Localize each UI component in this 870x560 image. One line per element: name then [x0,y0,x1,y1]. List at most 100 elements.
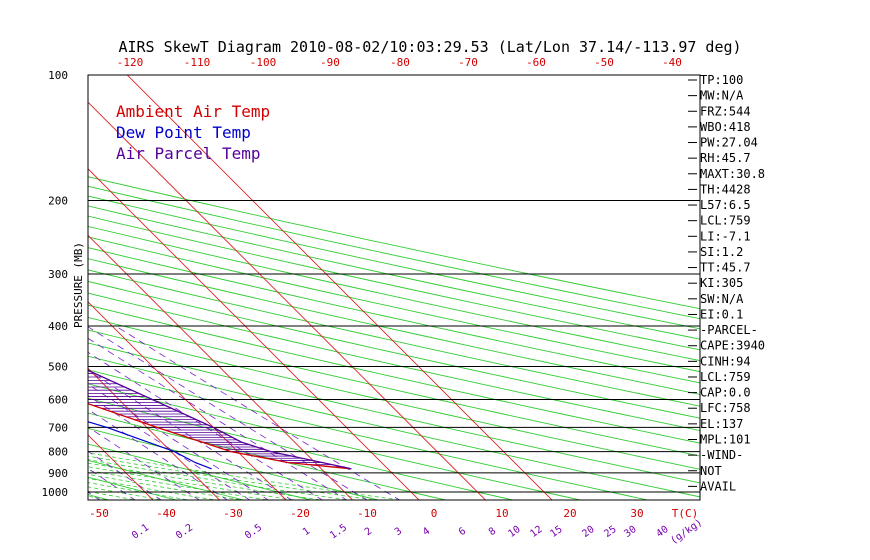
stability-index: SI:1.2 [700,245,743,259]
stability-index: EI:0.1 [700,307,743,321]
bottom-temp-tick: -10 [357,507,377,520]
isotherm [88,234,354,500]
dew-point-line [88,421,212,470]
stability-index: MW:N/A [700,89,744,103]
stability-index: -WIND- [700,448,743,462]
isotherm [88,168,420,500]
moist-adiabat [0,75,61,501]
mixing-ratio-tick: (g/kg) [669,517,705,547]
bottom-temp-tick: -50 [89,507,109,520]
moist-adiabat [0,75,8,501]
bottom-temp-tick: -40 [156,507,176,520]
dry-adiabat [88,185,700,320]
dry-adiabat [88,236,700,373]
mixing-ratio-tick: 2 [363,526,374,538]
mixing-ratio-line [88,326,368,500]
plot-border [87,74,701,501]
dry-adiabat [88,329,700,470]
bottom-temp-tick: 20 [563,507,576,520]
stability-index: CINH:94 [700,354,751,368]
stability-index: PW:27.04 [700,136,758,150]
dry-adiabat [88,316,700,457]
isotherm [88,101,487,500]
parcel-temp-line [88,369,352,470]
mixing-ratio-tick: 0.1 [130,522,151,541]
stability-index: LCL:759 [700,214,751,228]
legend-air-parcel-temp: Air Parcel Temp [116,144,261,163]
dry-adiabat [88,292,700,431]
isotherm [126,75,553,500]
mixing-ratio-tick: 6 [457,526,468,538]
dry-adiabat [88,304,700,444]
top-temp-tick: -100 [250,56,277,69]
isotherm [0,75,21,501]
dry-adiabat [88,369,650,500]
series-layer [88,369,352,470]
dry-adiabat [88,269,700,407]
pressure-tick-label: 300 [48,268,68,281]
pressure-tick-label: 1000 [42,486,69,499]
stability-index: WBO:418 [700,120,751,134]
stability-index: AVAIL [700,479,736,493]
bottom-temp-tick: 0 [431,507,438,520]
stability-index: EL:137 [700,417,743,431]
moist-adiabat [88,462,324,500]
mixing-ratio-tick: 0.2 [174,522,195,541]
stability-index: TT:45.7 [700,261,751,275]
mixing-ratio-line [0,326,44,501]
mixing-ratio-line [115,325,401,500]
dry-adiabat [88,205,700,340]
dry-adiabat [88,195,700,330]
bottom-temp-tick: -20 [290,507,310,520]
mixing-ratio-line [88,395,251,500]
ambient-temp-line [88,403,352,470]
pressure-tick-label: 900 [48,467,68,480]
stability-index: -PARCEL- [700,323,758,337]
mixing-ratio-tick: 20 [580,524,596,540]
moist-adiabat [0,75,34,501]
stability-index: NOT [700,464,722,478]
stability-index: LFC:758 [700,401,751,415]
stability-index: RH:45.7 [700,151,751,165]
pressure-tick-label: 700 [48,421,68,434]
dry-adiabat [88,494,111,500]
y-axis-label: PRESSURE (MB) [72,242,85,328]
mixing-ratio-line [88,351,324,500]
mixing-ratio-tick: 25 [602,524,618,540]
stability-index: CAPE:3940 [700,339,765,353]
legend: Ambient Air Temp Dew Point Temp Air Parc… [116,102,270,163]
stability-index: TH:4428 [700,182,751,196]
mixing-ratio-line [88,383,270,500]
pressure-tick-label: 200 [48,195,68,208]
dry-adiabat [88,443,313,500]
top-temp-tick: -40 [662,56,682,69]
mixing-ratio-tick: 8 [487,526,498,538]
mixing-ratio-tick: 15 [548,524,564,540]
pressure-tick-label: 400 [48,320,68,333]
dry-adiabat [0,75,45,501]
moist-adiabat [88,495,112,500]
mixing-ratio-tick: 30 [622,524,638,540]
mixing-ratio-tick: 1 [301,526,312,538]
dry-adiabat [88,215,700,351]
stability-index: MPL:101 [700,432,751,446]
stability-index: CAP:0.0 [700,386,751,400]
pressure-tick-label: 800 [48,446,68,459]
dry-adiabat [88,176,700,310]
top-temp-tick: -80 [390,56,410,69]
isotherm [88,367,221,500]
mixing-ratio-line [88,426,201,500]
dry-adiabat [88,342,700,484]
dry-adiabat [88,459,246,500]
mixing-ratio-line [88,369,293,500]
top-temp-tick: -60 [526,56,546,69]
top-temp-tick: -110 [184,56,211,69]
stability-index: SW:N/A [700,292,744,306]
mixing-ratio-line [88,337,348,500]
stability-index: LI:-7.1 [700,229,751,243]
legend-dew-point-temp: Dew Point Temp [116,123,251,142]
mixing-ratio-tick: 10 [506,524,522,540]
mixing-ratio-tick: 12 [528,524,544,540]
